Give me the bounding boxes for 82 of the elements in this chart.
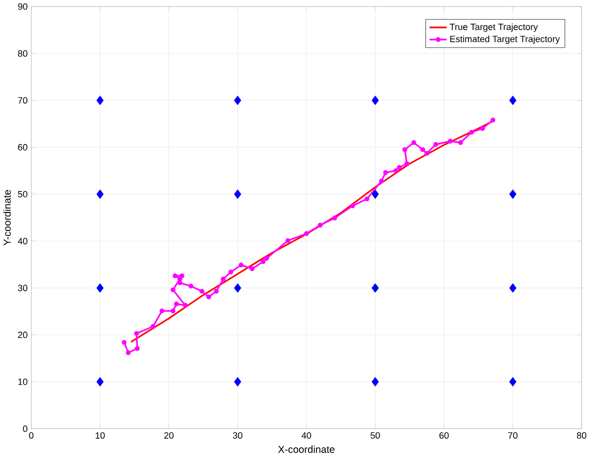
point xyxy=(170,308,176,314)
legend-label: True Target Trajectory xyxy=(450,23,538,32)
point xyxy=(404,161,410,166)
point xyxy=(96,376,104,386)
point xyxy=(411,140,416,145)
point xyxy=(234,376,242,386)
point xyxy=(433,142,438,147)
point xyxy=(214,288,219,294)
legend-label: Estimated Target Trajectory xyxy=(450,35,560,44)
point xyxy=(350,203,355,208)
point xyxy=(509,95,516,105)
point xyxy=(264,256,269,261)
point xyxy=(372,376,379,386)
x-tick-label: 80 xyxy=(576,432,586,439)
point xyxy=(304,231,309,236)
point xyxy=(160,308,164,314)
point xyxy=(234,189,242,199)
point xyxy=(396,164,402,170)
point xyxy=(420,147,426,152)
point xyxy=(372,95,379,105)
point xyxy=(182,302,188,308)
point xyxy=(424,150,430,156)
x-tick-label: 20 xyxy=(164,432,174,439)
y-tick-label: 60 xyxy=(18,144,28,150)
point xyxy=(402,147,408,152)
y-tick-label: 80 xyxy=(18,50,28,57)
point xyxy=(134,346,140,351)
point xyxy=(509,283,516,293)
point xyxy=(96,189,104,199)
point xyxy=(372,189,379,199)
y-tick-label: 50 xyxy=(18,190,28,198)
point xyxy=(234,95,242,105)
point xyxy=(188,284,194,288)
point xyxy=(250,266,255,272)
point xyxy=(174,301,179,306)
y-tick-label: 20 xyxy=(18,332,28,338)
point xyxy=(122,340,127,345)
point xyxy=(172,273,178,278)
point xyxy=(170,287,176,292)
point xyxy=(379,178,384,184)
point xyxy=(126,350,131,355)
point xyxy=(206,294,212,300)
point xyxy=(509,376,516,386)
x-tick-label: 50 xyxy=(370,432,380,439)
point xyxy=(234,283,242,293)
y-tick-label: 0 xyxy=(23,425,28,432)
x-tick-label: 60 xyxy=(439,432,449,439)
point xyxy=(260,259,266,264)
point xyxy=(372,283,379,293)
point xyxy=(96,283,104,293)
y-tick-label: 70 xyxy=(18,97,28,104)
point xyxy=(509,189,516,199)
point xyxy=(383,170,388,175)
point xyxy=(480,126,485,131)
point xyxy=(220,276,226,282)
y-tick-label: 30 xyxy=(18,284,28,292)
point xyxy=(228,269,234,274)
point xyxy=(490,118,496,122)
point xyxy=(96,95,104,105)
y-tick-label: 90 xyxy=(18,3,28,10)
point xyxy=(332,216,338,220)
point xyxy=(199,288,204,294)
point xyxy=(180,273,184,278)
point xyxy=(150,324,156,329)
y-tick-label: 40 xyxy=(18,238,28,244)
x-tick-label: 30 xyxy=(232,432,242,439)
point xyxy=(448,138,453,144)
y-axis-title: Y-coordinate xyxy=(3,190,11,246)
x-tick-label: 0 xyxy=(29,432,34,439)
x-axis-title: X-coordinate xyxy=(278,445,334,453)
point xyxy=(364,196,370,202)
point xyxy=(238,262,244,268)
point xyxy=(458,140,463,145)
y-tick-label: 10 xyxy=(18,378,28,385)
point xyxy=(285,238,290,243)
x-tick-label: 40 xyxy=(302,432,312,439)
point xyxy=(393,168,398,173)
point xyxy=(134,330,139,336)
point xyxy=(318,222,323,228)
x-tick-label: 10 xyxy=(96,432,105,439)
point xyxy=(469,130,474,135)
x-tick-label: 70 xyxy=(508,432,518,439)
